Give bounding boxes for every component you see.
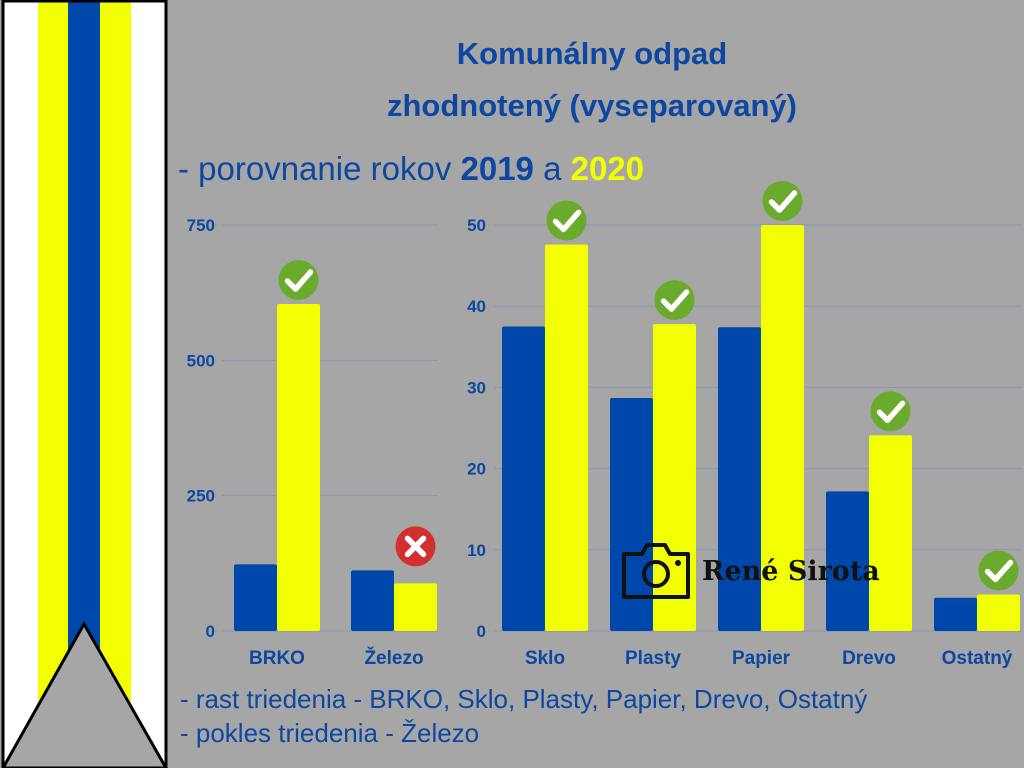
subtitle-middle: a bbox=[533, 150, 571, 187]
y-tick-label: 40 bbox=[467, 297, 486, 316]
x-tick-label: Drevo bbox=[842, 648, 896, 669]
chart-subtitle: - porovnanie rokov 2019 a 2020 bbox=[178, 150, 644, 188]
camera-icon bbox=[622, 543, 690, 599]
bar-2019 bbox=[502, 326, 545, 631]
check-icon bbox=[978, 550, 1019, 591]
note-increase: - rast triedenia - BRKO, Sklo, Plasty, P… bbox=[180, 684, 868, 714]
y-tick-label: 10 bbox=[467, 541, 486, 560]
y-tick-label: 750 bbox=[187, 216, 215, 235]
chart-title-line-1: Komunálny odpad bbox=[456, 36, 728, 71]
bar-2019 bbox=[234, 564, 277, 631]
bar-2019 bbox=[718, 327, 761, 631]
bar-2020 bbox=[394, 583, 437, 631]
x-tick-label: Papier bbox=[732, 648, 791, 669]
subtitle-year-2020: 2020 bbox=[570, 150, 645, 187]
bar-2020 bbox=[545, 244, 588, 631]
y-tick-label: 0 bbox=[477, 622, 486, 641]
x-tick-label: Železo bbox=[364, 647, 423, 669]
bar-2019 bbox=[351, 570, 394, 631]
y-tick-label: 50 bbox=[467, 216, 486, 235]
cross-icon bbox=[395, 526, 436, 567]
y-tick-label: 30 bbox=[467, 378, 486, 397]
check-icon bbox=[762, 181, 803, 221]
bar-2019 bbox=[934, 597, 977, 631]
bar-2020 bbox=[869, 435, 912, 631]
x-tick-label: Ostatný bbox=[942, 648, 1013, 669]
watermark-text: René Sirota bbox=[702, 555, 880, 587]
flag-ribbon bbox=[1, 0, 168, 768]
chart-title-line-2: zhodnotený (vyseparovaný) bbox=[387, 88, 797, 123]
bar-2020 bbox=[277, 304, 320, 631]
y-tick-label: 250 bbox=[187, 487, 215, 506]
bar-2020 bbox=[977, 594, 1020, 631]
watermark: René Sirota bbox=[620, 542, 880, 600]
check-icon bbox=[278, 260, 319, 301]
x-tick-label: Plasty bbox=[625, 648, 681, 669]
check-icon bbox=[546, 200, 587, 241]
x-tick-label: BRKO bbox=[249, 648, 305, 669]
check-icon bbox=[870, 391, 911, 432]
bar-2019 bbox=[826, 491, 869, 631]
x-tick-label: Sklo bbox=[525, 648, 565, 669]
note-decrease: - pokles triedenia - Železo bbox=[180, 718, 480, 748]
subtitle-year-2019: 2019 bbox=[460, 150, 534, 187]
y-tick-label: 20 bbox=[467, 460, 486, 479]
y-tick-label: 0 bbox=[206, 622, 215, 641]
bar-2020 bbox=[761, 225, 804, 631]
subtitle-prefix: - porovnanie rokov bbox=[178, 150, 461, 187]
y-tick-label: 500 bbox=[187, 351, 215, 370]
check-icon bbox=[654, 280, 695, 321]
